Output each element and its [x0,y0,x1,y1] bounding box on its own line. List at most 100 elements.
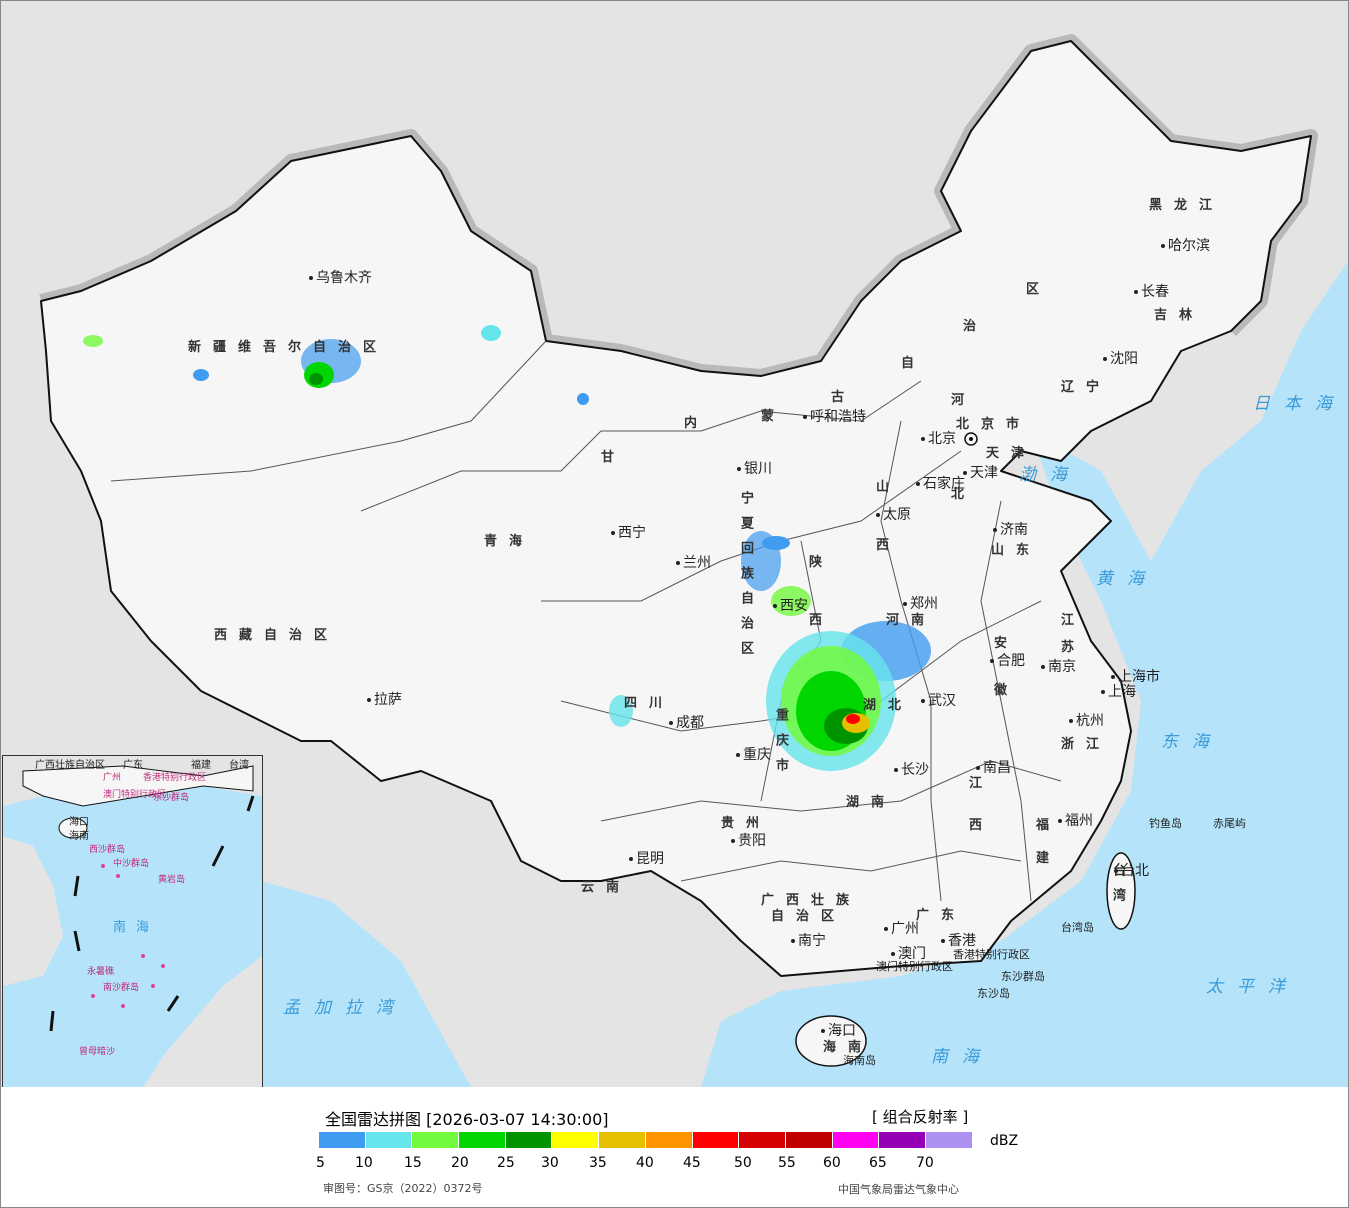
inset-label: 香港特别行政区 [143,773,207,783]
unit-label: dBZ [990,1133,1019,1149]
place-label: 东沙群岛 [1001,970,1045,983]
city-label: 西宁 [611,526,646,540]
city-label: 香港 [941,934,976,948]
province-label: 广西壮族 [761,893,862,908]
color-swatch [645,1132,692,1148]
color-swatch [459,1132,505,1148]
inset-label: 曾母暗沙 [79,1047,116,1057]
city-label: 哈尔滨 [1161,239,1210,253]
city-label: 太原 [876,508,911,522]
product-name: [ 组合反射率 ] [872,1108,969,1126]
place-label: 香港特别行政区 [953,948,1030,961]
sea-bay-of-bengal [261,881,471,1087]
color-swatch [365,1132,412,1148]
city-label: 武汉 [921,694,956,708]
radar-echoes [83,325,931,771]
city-label: 上海 [1101,685,1136,699]
province-label: 天津 [986,446,1037,461]
province-label: 安 [994,636,1020,651]
province-label: 陕 [809,555,835,570]
south-china-sea-inset: 广西壮族自治区 广东 福建 台湾 广州 香港特别行政区 澳门特别行政区 东沙群岛 海口 海南 西沙群… [2,755,263,1087]
scale-tick-label: 55 [778,1155,796,1171]
province-label: 徽 [994,683,1020,698]
city-label: 南宁 [791,934,826,948]
inset-label: 海南 [69,831,89,842]
city-label: 福州 [1058,814,1093,828]
city-label: 重庆 [736,748,771,762]
inset-label: 东沙群岛 [153,793,190,803]
province-label: 山东 [991,543,1042,558]
color-swatch [505,1132,552,1148]
province-label: 建 [1036,851,1062,866]
china-radar-map[interactable]: 新疆维吾尔自治区 西藏自治区 青海甘内蒙古自治区黑龙江 吉林 辽宁河北山西陕西山东 河南江… [1,1,1348,1087]
beijing-capital-icon [964,432,978,446]
city-label: 昆明 [629,852,664,866]
inset-label: 南海 [113,920,160,935]
color-swatch [925,1132,972,1148]
scale-tick-label: 15 [404,1155,422,1171]
city-label: 广州 [884,922,919,936]
city-label: 乌鲁木齐 [309,271,372,285]
place-label: 澳门特别行政区 [876,960,953,973]
province-label: 新疆维吾尔自治区 [188,340,389,355]
sea-label: 孟加拉湾 [283,998,407,1018]
province-label: 重庆市 [773,708,788,783]
inset-label: 西沙群岛 [89,845,126,855]
color-swatch [319,1132,365,1148]
approval-number: 审图号：GS京（2022）0372号 [323,1182,483,1195]
city-label: 天津 [963,466,998,480]
province-label: 江 [969,776,995,791]
inset-label: 黄岩岛 [158,875,186,885]
color-scale-bar [319,1132,973,1148]
province-label: 河南 [886,613,937,628]
sea-label: 渤海 [1019,465,1081,485]
inset-label: 广西壮族自治区 [35,760,105,771]
inset-label: 中沙群岛 [113,859,150,869]
province-label: 蒙 [761,409,787,424]
scale-tick-label: 65 [869,1155,887,1171]
province-label: 自 [901,356,927,371]
sea-label: 日本海 [1253,394,1346,414]
scale-tick-label: 35 [589,1155,607,1171]
city-label: 贵阳 [731,834,766,848]
sea-label: 南海 [931,1047,993,1067]
inset-label: 广州 [103,773,122,783]
province-label: 黑龙江 [1149,198,1225,213]
province-label: 西 [969,818,995,833]
scale-tick-label: 5 [316,1155,325,1171]
province-label: 区 [1026,282,1052,297]
sea-label: 东海 [1161,732,1223,752]
province-label: 西 [809,613,835,628]
color-swatch [785,1132,832,1148]
source-agency: 中国气象局雷达气象中心 [838,1183,959,1196]
province-label: 西藏自治区 [214,628,340,643]
scale-tick-label: 60 [823,1155,841,1171]
city-label: 呼和浩特 [803,410,866,424]
province-label: 河 [951,393,977,408]
inset-canvas [3,756,262,1087]
city-label: 南京 [1041,660,1076,674]
scale-tick-label: 25 [497,1155,515,1171]
place-label: 台湾岛 [1061,921,1094,934]
province-label: 青海 [484,534,535,549]
city-label: 长沙 [894,763,929,777]
place-label: 海南岛 [843,1054,876,1067]
scale-tick-label: 50 [734,1155,752,1171]
scale-tick-label: 20 [451,1155,469,1171]
province-label: 古 [831,390,857,405]
province-label: 自治区 [771,909,847,924]
province-label: 江 [1061,613,1087,628]
color-swatch [412,1132,459,1148]
province-label: 内 [684,416,710,431]
city-label: 济南 [993,523,1028,537]
city-label: 西安 [773,599,808,613]
province-label: 甘 [601,450,627,465]
sea-area [701,261,1348,1087]
province-label: 吉林 [1154,308,1205,323]
place-label: 钓鱼岛 [1149,817,1182,830]
province-label: 宁夏回族自治区 [738,491,753,666]
province-label: 治 [963,319,989,334]
inset-label: 台湾 [229,760,249,771]
province-label: 福 [1036,818,1062,833]
city-label: 拉萨 [367,693,402,707]
